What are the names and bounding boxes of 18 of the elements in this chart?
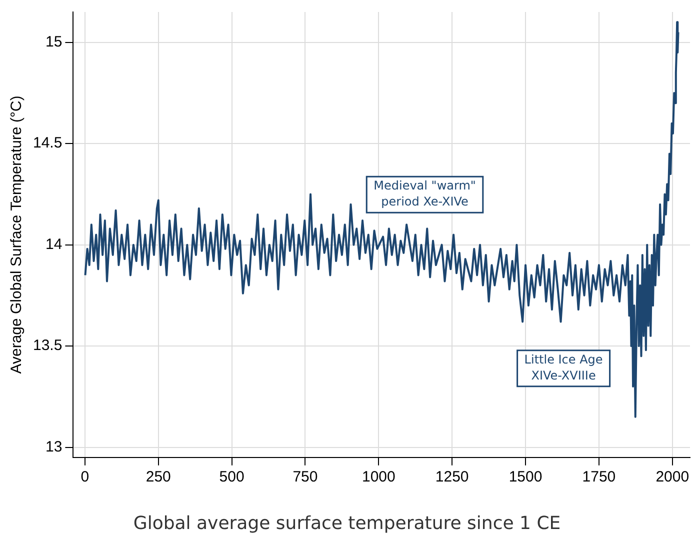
annotation: Medieval "warm" period Xe-XIVe [374,178,476,209]
y-tick-label: 14 [46,236,62,253]
x-tick-label: 250 [146,468,171,486]
annotation: Little Ice Age XIVe-XVIIIe [524,352,603,382]
x-tick-label: 1250 [435,468,469,486]
text: Global average surface temperature since 1 CE [133,512,561,534]
x-tick-label: 2000 [656,468,690,486]
y-tick-label: 13 [46,438,62,456]
x-tick-label: 1000 [362,468,396,486]
y-tick-label: 14.5 [32,134,62,152]
x-tick-label: 0 [80,468,90,486]
x-tick-label: 750 [292,468,318,486]
y-tick-label: 13.5 [32,337,62,354]
y-axis-title: Average Global Surface Temperature (°C) [8,96,26,374]
y-tick-label: 15 [46,34,62,51]
x-tick-label: 1500 [508,468,542,486]
x-tick-label: 1750 [582,468,616,486]
x-tick-label: 500 [219,468,244,486]
